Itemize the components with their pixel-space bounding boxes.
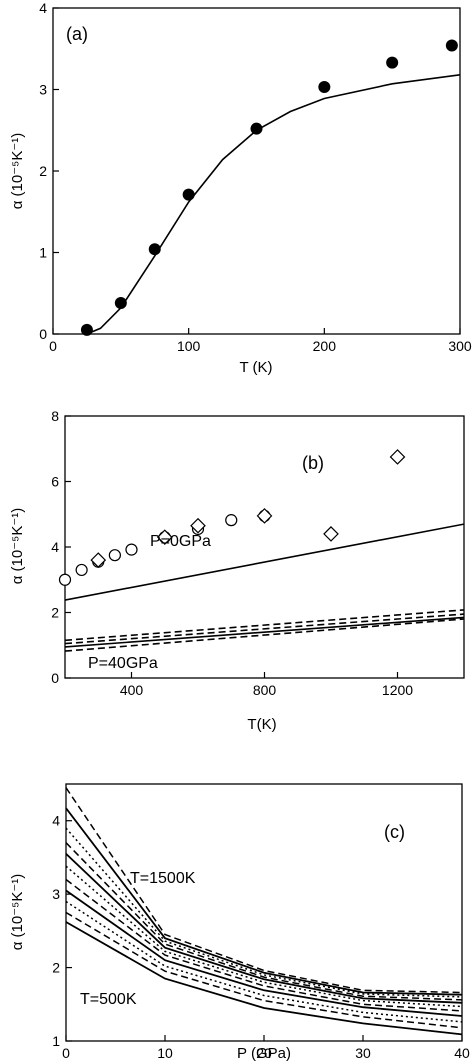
open-diamond-point (90, 552, 107, 568)
x-tick-label: 100 (177, 338, 201, 354)
y-tick-label: 3 (39, 82, 47, 98)
data-point (250, 122, 263, 135)
panel-b: 400 800 1200 0 2 4 6 8 (b) P=0GPa P=40GPa T(K)… (9, 408, 465, 733)
data-point (182, 188, 195, 201)
panel-a: 0 100 200 300 0 1 2 3 4 (a) T (K) α (10⁻⁵K⁻¹) (9, 0, 472, 376)
series-line-solid (66, 921, 462, 1036)
x-tick-label: 10 (157, 1045, 173, 1061)
open-diamond-point (389, 449, 406, 465)
series-line-dotted (66, 827, 462, 998)
x-axis-label-c: P (GPa) (237, 1045, 291, 1062)
y-tick-label: 6 (51, 474, 59, 490)
x-tick-label: 1200 (382, 682, 413, 698)
y-tick-label: 0 (39, 326, 47, 342)
series-line-dashed (65, 613, 464, 645)
panel-c: 0 10 20 30 40 1 2 3 4 (c) T=1500K T=500K P (GPa… (9, 783, 470, 1062)
open-diamond-point (256, 508, 273, 524)
panel-label-a: (a) (66, 24, 88, 44)
y-tick-label: 4 (39, 0, 47, 16)
series-line-dotted (66, 900, 462, 1023)
series-line-solid (66, 807, 462, 996)
tick-marks-a (52, 7, 461, 335)
y-tick-label: 2 (51, 605, 59, 621)
series-line-dashed (65, 618, 464, 652)
y-axis-label-c: α (10⁻⁵K⁻¹) (9, 874, 26, 951)
y-tick-labels-a: 0 1 2 3 4 (39, 0, 47, 342)
data-point (80, 323, 93, 336)
annotation-p0: P=0GPa (150, 533, 211, 550)
y-tick-label: 4 (52, 813, 60, 829)
x-tick-label: 200 (313, 338, 337, 354)
data-marks-a (80, 39, 460, 336)
y-tick-label: 1 (39, 245, 47, 261)
series-group (86, 74, 460, 334)
series-line-solid (65, 523, 464, 601)
series-group (66, 787, 462, 1036)
open-circle-point (125, 543, 138, 556)
x-tick-label: 0 (62, 1045, 70, 1061)
open-circle-point (108, 549, 121, 562)
y-axis-label-b: α (10⁻⁵K⁻¹) (9, 508, 26, 585)
x-axis-label-a: T (K) (239, 359, 272, 376)
x-tick-labels-c: 0 10 20 30 40 (62, 1045, 470, 1061)
annotation-p40: P=40GPa (88, 655, 158, 672)
open-circle-point (75, 563, 88, 577)
data-marks-c (66, 787, 462, 1036)
series-line-solid (65, 616, 464, 648)
open-diamond-point (190, 517, 206, 534)
series-line-dashed (66, 787, 462, 994)
x-tick-labels-b: 400 800 1200 (120, 682, 413, 698)
data-point (318, 81, 331, 94)
data-point (386, 56, 399, 69)
y-tick-label: 0 (51, 670, 59, 686)
data-marks-b (58, 449, 464, 652)
y-tick-label: 8 (51, 408, 59, 424)
x-tick-label: 400 (120, 682, 144, 698)
panel-label-c: (c) (384, 822, 405, 842)
data-point (148, 243, 161, 256)
tick-marks-b (65, 415, 399, 679)
y-tick-labels-c: 1 2 3 4 (52, 813, 60, 1049)
series-line-dashed (65, 609, 464, 642)
y-tick-label: 4 (51, 539, 59, 555)
series-line-solid (66, 889, 462, 1017)
y-tick-label: 1 (52, 1033, 60, 1049)
x-tick-label: 0 (49, 338, 57, 354)
x-tick-label: 30 (355, 1045, 371, 1061)
open-diamond-point (156, 529, 173, 546)
x-tick-label: 40 (454, 1045, 470, 1061)
series-group (65, 523, 464, 652)
x-tick-labels-a: 0 100 200 300 (49, 338, 472, 354)
x-axis-label-b: T(K) (247, 716, 276, 733)
x-tick-label: 300 (448, 338, 472, 354)
annotation-t500: T=500K (80, 991, 137, 1008)
series-line-dashed (66, 878, 462, 1012)
series-line-dashed (66, 842, 462, 1001)
x-tick-label: 20 (256, 1045, 272, 1061)
panel-label-b: (b) (302, 453, 324, 473)
fit-curve (86, 74, 460, 334)
data-point (445, 39, 458, 52)
y-axis-label-a: α (10⁻⁵K⁻¹) (9, 133, 26, 210)
data-point (114, 297, 127, 310)
annotation-t1500: T=1500K (130, 870, 196, 887)
open-diamond-point (323, 526, 339, 542)
y-tick-label: 2 (52, 960, 60, 976)
open-circle-point (58, 573, 72, 586)
x-tick-label: 800 (253, 682, 277, 698)
y-tick-labels-b: 0 2 4 6 8 (51, 408, 59, 686)
open-circle-point (225, 514, 238, 527)
y-tick-label: 3 (52, 886, 60, 902)
series-line-solid (66, 853, 462, 1004)
plot-frame-a (52, 7, 461, 335)
y-tick-label: 2 (39, 163, 47, 179)
